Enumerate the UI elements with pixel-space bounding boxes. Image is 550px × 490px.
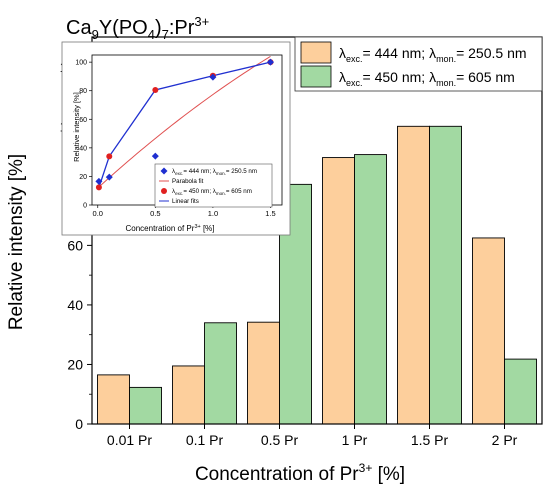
x-tick-label: 0.01 Pr bbox=[107, 432, 152, 448]
y-axis-label: Relative intensity [%] bbox=[6, 154, 27, 330]
x-axis-label: Concentration of Pr3+ [%] bbox=[195, 461, 405, 485]
bar-1-5 bbox=[397, 125, 430, 425]
inset-legend-entry-series-2: λexc.= 450 nm; λmon.= 605 nm bbox=[172, 188, 252, 196]
inset-x-tick-label: 1.0 bbox=[208, 209, 218, 218]
bar-1-2 bbox=[172, 365, 205, 425]
inset-parabola-fit-line bbox=[97, 55, 271, 189]
inset-point-diamond-5 bbox=[266, 58, 274, 66]
inset-point-circle-3 bbox=[152, 87, 159, 93]
bar-1-4 bbox=[322, 157, 355, 425]
inset-points bbox=[95, 58, 274, 191]
bar-2-2 bbox=[204, 322, 237, 425]
inset-y-tick-label: 60 bbox=[79, 117, 87, 124]
x-tick-label: 2 Pr bbox=[492, 432, 518, 448]
inset-legend-box bbox=[154, 163, 273, 208]
main-legend: λexc.= 444 nm; λmon.= 250.5 nm λexc.= 45… bbox=[294, 36, 543, 92]
inset-chart: 0 20 40 60 80 100 0.0 0.5 1.0 1.5 Relative intens… bbox=[61, 41, 291, 236]
inset-y-tick-label: 40 bbox=[79, 145, 87, 152]
legend-entry-series-1: λexc.= 444 nm; λmon.= 250.5 nm bbox=[339, 45, 527, 64]
chart-title: Ca9Y(PO4)7:Pr3+ bbox=[66, 14, 209, 42]
bar-2-4 bbox=[354, 154, 387, 425]
inset-legend-entry-parabola: Parabola fit bbox=[172, 178, 204, 185]
inset-x-tick-label: 0.0 bbox=[93, 209, 103, 218]
bar-1-6 bbox=[472, 237, 505, 425]
y-tick-label: 40 bbox=[67, 297, 83, 313]
inset-point-circle-2 bbox=[106, 153, 113, 160]
x-tick-label: 0.5 Pr bbox=[261, 432, 299, 448]
bar-2-1 bbox=[129, 386, 162, 425]
inset-y-tick-label: 0 bbox=[83, 203, 87, 210]
inset-y-axis-label: Relative intensity [%] bbox=[72, 92, 81, 162]
inset-y-tick-label: 100 bbox=[75, 60, 87, 67]
x-tick-label: 1 Pr bbox=[342, 432, 368, 448]
inset-x-axis-label: Concentration of Pr3+ [%] bbox=[126, 224, 215, 233]
legend-box bbox=[294, 36, 543, 92]
x-tick-label: 1.5 Pr bbox=[411, 432, 449, 448]
bar-2-5 bbox=[429, 125, 462, 425]
bar-2-6 bbox=[504, 358, 537, 425]
x-tick-label: 0.1 Pr bbox=[186, 432, 224, 448]
y-tick-label: 20 bbox=[67, 356, 83, 372]
inset-y-tick-label: 80 bbox=[79, 88, 87, 95]
inset-point-diamond-3 bbox=[151, 152, 159, 160]
inset-point-diamond-1 bbox=[95, 177, 103, 185]
inset-legend-circle-marker bbox=[161, 188, 167, 194]
inset-point-circle-1 bbox=[95, 184, 102, 191]
inset-legend-diamond-marker bbox=[160, 167, 168, 175]
inset-legend-entry-linear: Linear fits bbox=[172, 198, 199, 205]
inset-point-diamond-2 bbox=[105, 173, 113, 181]
inset-legend: λexc.= 444 nm; λmon.= 250.5 nm Parabola … bbox=[154, 163, 273, 208]
bar-1-1 bbox=[97, 374, 130, 425]
legend-swatch-series-2 bbox=[300, 65, 332, 88]
y-tick-label: 0 bbox=[75, 416, 83, 432]
inset-point-diamond-4 bbox=[209, 73, 217, 81]
inset-y-tick-label: 20 bbox=[79, 174, 87, 181]
inset-x-tick-label: 1.5 bbox=[265, 209, 275, 218]
legend-entry-series-2: λexc.= 450 nm; λmon.= 605 nm bbox=[339, 69, 515, 88]
inset-x-tick-label: 0.5 bbox=[150, 209, 160, 218]
inset-legend-entry-series-1: λexc.= 444 nm; λmon.= 250.5 nm bbox=[172, 168, 257, 176]
bar-1-3 bbox=[247, 321, 280, 425]
y-tick-label: 60 bbox=[67, 237, 83, 253]
legend-swatch-series-1 bbox=[300, 41, 332, 64]
